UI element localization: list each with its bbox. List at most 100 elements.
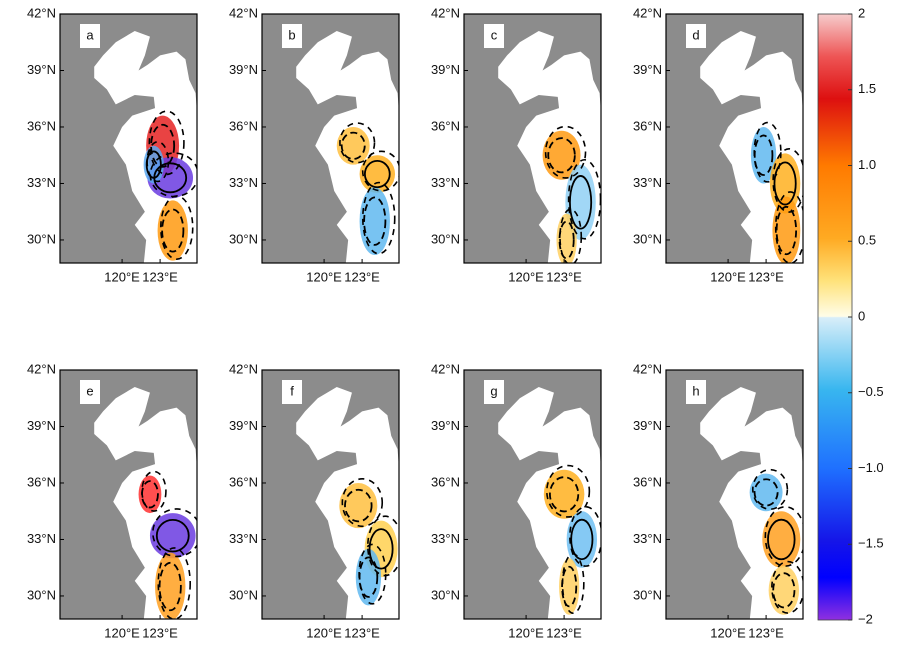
lat-tick-label: 42°N: [431, 5, 460, 20]
contour: [340, 131, 366, 160]
colorbar-tick-label: 0.5: [858, 233, 876, 248]
panel-label-box: [484, 24, 504, 48]
contour: [772, 572, 796, 609]
panel-label-box: [686, 380, 706, 404]
lat-tick-label: 36°N: [229, 474, 258, 489]
colorbar-tick-label: −1.0: [858, 460, 884, 475]
contour: [146, 141, 170, 183]
contour: [569, 175, 593, 230]
lat-tick-label: 36°N: [27, 474, 56, 489]
lat-tick-label: 42°N: [27, 5, 56, 20]
contour: [341, 478, 384, 528]
colorbar-tick-label: −2: [858, 611, 873, 626]
contour: [753, 121, 782, 183]
map-body: [464, 14, 601, 263]
panel-label: b: [288, 27, 295, 42]
contour: [358, 543, 387, 605]
contour: [544, 125, 587, 179]
contour: [150, 123, 176, 168]
contour: [569, 506, 601, 567]
lat-tick-label: 36°N: [633, 474, 662, 489]
lat-tick-label: 30°N: [633, 231, 662, 246]
contour: [148, 110, 185, 176]
contour: [361, 150, 399, 192]
panel-frame: [261, 369, 400, 620]
panel-frame: [59, 369, 198, 620]
contour: [561, 553, 585, 615]
contour: [368, 528, 394, 570]
panel-label: g: [490, 383, 497, 398]
contour: [774, 191, 803, 263]
lat-tick-label: 39°N: [27, 62, 56, 77]
lon-tick-label: 123°E: [748, 625, 784, 640]
lat-tick-label: 42°N: [27, 361, 56, 376]
map-panel: c 42°N 39°N 36°N 33°N 30°N 120°E 123°E: [431, 5, 602, 284]
panel-label: a: [86, 27, 94, 42]
colorbar: [817, 13, 853, 621]
contour: [772, 148, 803, 213]
lon-tick-label: 123°E: [344, 269, 380, 284]
map-body: [262, 14, 399, 263]
lat-tick-label: 33°N: [633, 531, 662, 546]
contour: [547, 137, 576, 174]
map-body: [666, 14, 803, 263]
lon-tick-label: 120°E: [710, 269, 746, 284]
lon-tick-label: 123°E: [546, 625, 582, 640]
lat-tick-label: 36°N: [431, 118, 460, 133]
lat-tick-label: 36°N: [27, 118, 56, 133]
contour: [161, 208, 185, 253]
contour: [339, 122, 376, 164]
map-panel: g 42°N 39°N 36°N 33°N 30°N 120°E 123°E: [431, 361, 602, 640]
colorbar-tick-label: 0: [858, 308, 865, 323]
colorbar-tick-label: 1.0: [858, 157, 876, 172]
contour: [141, 470, 167, 512]
contour: [561, 565, 578, 608]
map-panel: d 42°N 39°N 36°N 33°N 30°N 120°E 123°E: [633, 5, 804, 284]
contour: [773, 161, 797, 206]
lat-tick-label: 30°N: [229, 587, 258, 602]
panel-label-box: [282, 24, 302, 48]
lat-tick-label: 39°N: [633, 62, 662, 77]
lat-tick-label: 33°N: [27, 175, 56, 190]
lat-tick-label: 39°N: [431, 62, 460, 77]
lat-tick-label: 30°N: [633, 587, 662, 602]
lat-tick-label: 33°N: [633, 175, 662, 190]
map-panel: a 42°N 39°N 36°N 33°N 30°N 120°E 123°E: [27, 5, 198, 284]
map-body: [666, 370, 803, 619]
contour: [152, 508, 197, 558]
contour: [361, 181, 396, 255]
panel-label: e: [86, 383, 93, 398]
lat-tick-label: 33°N: [229, 531, 258, 546]
contour: [751, 468, 789, 510]
lon-tick-label: 123°E: [142, 625, 178, 640]
contour: [558, 220, 575, 260]
contour: [155, 518, 190, 553]
panel-frame: [463, 369, 602, 620]
map-body: [464, 370, 601, 619]
panel-label: f: [290, 383, 294, 398]
panel-label: d: [692, 27, 699, 42]
colorbar-tick-label: 2: [858, 5, 865, 20]
lat-tick-label: 30°N: [431, 587, 460, 602]
lon-tick-label: 120°E: [508, 625, 544, 640]
contour: [549, 476, 580, 513]
contour: [753, 478, 779, 507]
contour: [775, 205, 798, 256]
map-panel: h 42°N 39°N 36°N 33°N 30°N 120°E 123°E: [633, 361, 804, 640]
lat-tick-label: 39°N: [633, 418, 662, 433]
lon-tick-label: 120°E: [104, 625, 140, 640]
colorbar-tick-label: −0.5: [858, 384, 884, 399]
contour: [363, 196, 387, 246]
lon-tick-label: 123°E: [748, 269, 784, 284]
panel-frame: [665, 369, 804, 620]
lat-tick-label: 33°N: [27, 531, 56, 546]
panel-frame: [665, 13, 804, 264]
panel-label-box: [484, 380, 504, 404]
panel-label: h: [692, 383, 699, 398]
lat-tick-label: 33°N: [229, 175, 258, 190]
lon-tick-label: 123°E: [546, 269, 582, 284]
lon-tick-label: 120°E: [710, 625, 746, 640]
contour: [158, 561, 182, 612]
lat-tick-label: 36°N: [431, 474, 460, 489]
